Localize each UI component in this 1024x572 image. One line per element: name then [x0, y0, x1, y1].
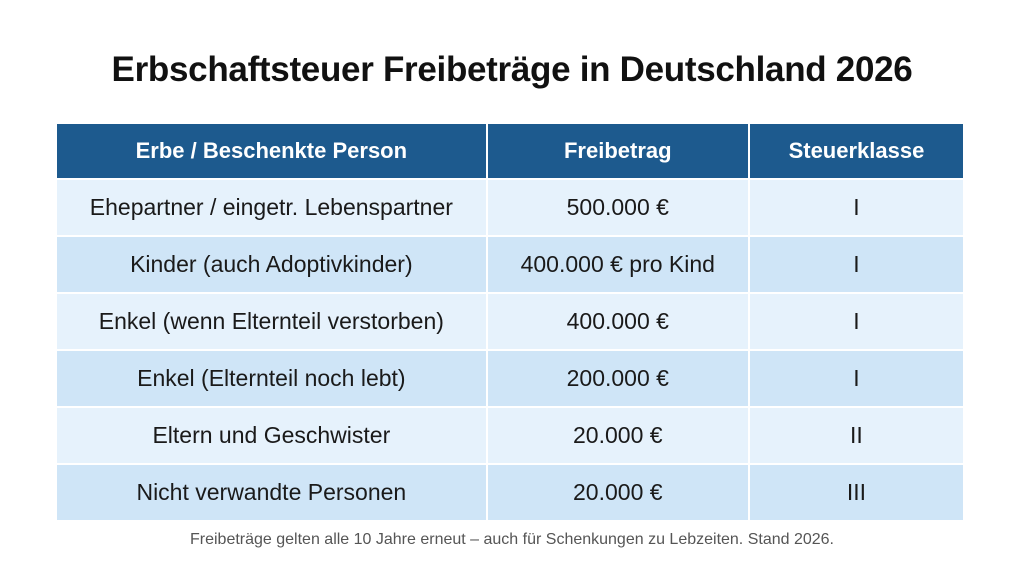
cell-person: Nicht verwandte Personen [57, 465, 486, 520]
cell-tax-class: I [749, 180, 963, 235]
header-person: Erbe / Beschenkte Person [57, 124, 486, 178]
cell-person: Kinder (auch Adoptivkinder) [57, 237, 486, 292]
table-row: Eltern und Geschwister 20.000 € II [57, 408, 963, 463]
cell-allowance: 20.000 € [487, 408, 748, 463]
cell-allowance: 200.000 € [487, 351, 748, 406]
cell-allowance: 400.000 € pro Kind [487, 237, 748, 292]
cell-allowance: 400.000 € [487, 294, 748, 349]
cell-person: Eltern und Geschwister [57, 408, 486, 463]
table-row: Enkel (wenn Elternteil verstorben) 400.00… [57, 294, 963, 349]
table-row: Nicht verwandte Personen 20.000 € III [57, 465, 963, 520]
header-allowance: Freibetrag [487, 124, 748, 178]
header-tax-class: Steuerklasse [749, 124, 963, 178]
cell-tax-class: I [749, 237, 963, 292]
table-header-row: Erbe / Beschenkte Person Freibetrag Steu… [57, 124, 963, 178]
allowance-table: Erbe / Beschenkte Person Freibetrag Steu… [55, 122, 965, 522]
cell-person: Enkel (wenn Elternteil verstorben) [57, 294, 486, 349]
cell-person: Enkel (Elternteil noch lebt) [57, 351, 486, 406]
page-title: Erbschaftsteuer Freibeträge in Deutschla… [111, 50, 913, 89]
cell-tax-class: I [749, 294, 963, 349]
cell-tax-class: I [749, 351, 963, 406]
table-row: Enkel (Elternteil noch lebt) 200.000 € I [57, 351, 963, 406]
cell-person: Ehepartner / eingetr. Lebenspartner [57, 180, 486, 235]
cell-allowance: 500.000 € [487, 180, 748, 235]
cell-tax-class: II [749, 408, 963, 463]
cell-allowance: 20.000 € [487, 465, 748, 520]
footnote: Freibeträge gelten alle 10 Jahre erneut … [189, 531, 834, 548]
cell-tax-class: III [749, 465, 963, 520]
table-row: Kinder (auch Adoptivkinder) 400.000 € pro… [57, 237, 963, 292]
table-row: Ehepartner / eingetr. Lebenspartner 500.0… [57, 180, 963, 235]
